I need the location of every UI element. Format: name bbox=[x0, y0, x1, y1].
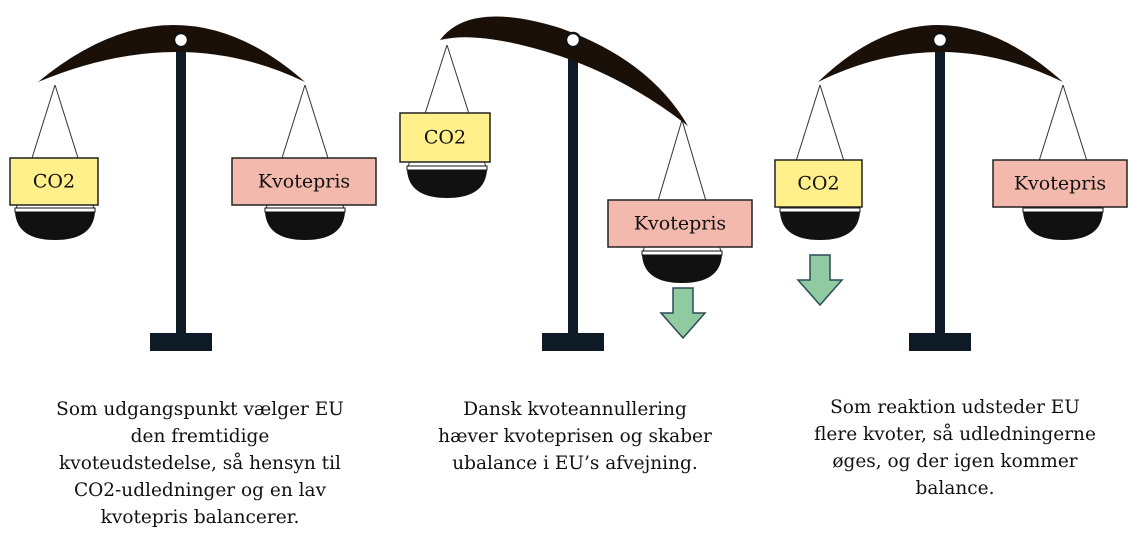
pivot bbox=[566, 33, 580, 47]
pan bbox=[15, 212, 95, 240]
caption-line: CO2-udledninger og en lav bbox=[74, 480, 327, 501]
pan bbox=[407, 170, 487, 198]
caption-line: øges, og der igen kommer bbox=[832, 451, 1077, 472]
down-arrow bbox=[798, 255, 842, 305]
pivot bbox=[933, 33, 947, 47]
page: CO2 Kvotepris Som udgangspunkt vælger EU de… bbox=[0, 0, 1129, 534]
pan bbox=[780, 212, 860, 240]
beam bbox=[38, 25, 305, 82]
post bbox=[176, 40, 186, 335]
pan bbox=[1023, 212, 1103, 240]
weight-label: CO2 bbox=[797, 173, 839, 195]
caption-line: flere kvoter, så udledningerne bbox=[814, 423, 1096, 445]
caption-line: den fremtidige bbox=[131, 426, 270, 447]
diagram: CO2 Kvotepris Som udgangspunkt vælger EU de… bbox=[0, 0, 1129, 534]
pan-rim bbox=[642, 251, 722, 255]
beam bbox=[440, 16, 688, 126]
pivot bbox=[174, 33, 188, 47]
caption-line: ubalance i EU’s afvejning. bbox=[452, 453, 697, 474]
down-arrow bbox=[661, 288, 705, 338]
base bbox=[150, 333, 212, 351]
base bbox=[542, 333, 604, 351]
weight-label: CO2 bbox=[424, 127, 466, 149]
caption-line: kvoteudstedelse, så hensyn til bbox=[59, 452, 341, 474]
pan-rim bbox=[780, 208, 860, 212]
caption-line: Dansk kvoteannullering bbox=[463, 399, 687, 420]
weight-label: CO2 bbox=[33, 171, 75, 193]
caption-line: kvotepris balancerer. bbox=[101, 507, 300, 528]
pan bbox=[642, 255, 722, 283]
base bbox=[909, 333, 971, 351]
caption-line: balance. bbox=[916, 478, 995, 499]
weight-label: Kvotepris bbox=[258, 171, 350, 193]
weight-label: Kvotepris bbox=[1014, 173, 1106, 195]
pan-rim bbox=[265, 208, 345, 212]
pan-rim bbox=[1023, 208, 1103, 212]
post bbox=[935, 40, 945, 335]
post bbox=[568, 40, 578, 335]
caption-line: Som reaktion udsteder EU bbox=[830, 397, 1080, 418]
pan bbox=[265, 212, 345, 240]
pan-rim bbox=[15, 208, 95, 212]
weight-label: Kvotepris bbox=[634, 213, 726, 235]
caption-line: hæver kvoteprisen og skaber bbox=[438, 426, 712, 447]
caption-line: Som udgangspunkt vælger EU bbox=[56, 399, 344, 420]
pan-rim bbox=[407, 166, 487, 170]
